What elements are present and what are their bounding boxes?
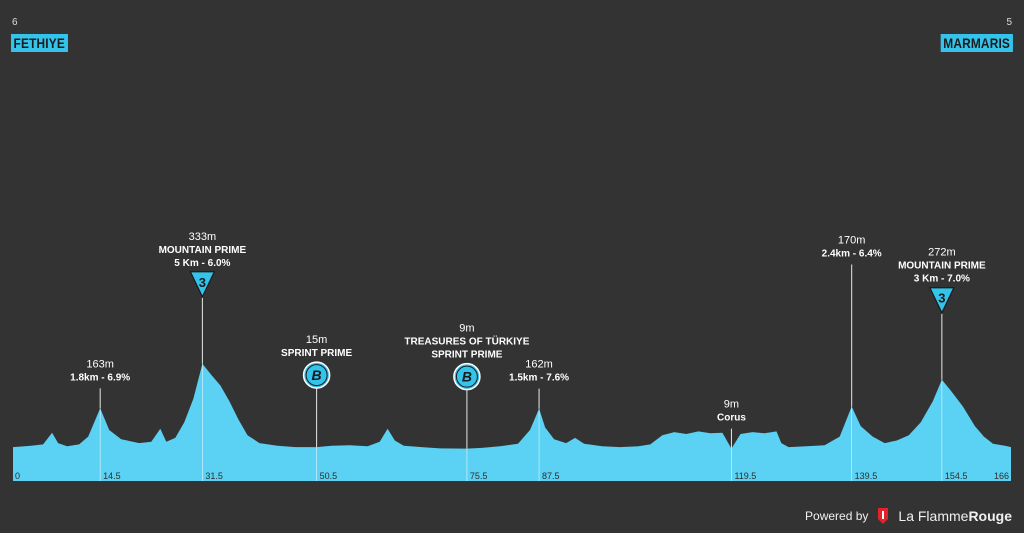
brand-name: La FlammeRouge — [898, 508, 1012, 524]
annotation-3-line-0: 9m — [459, 323, 474, 335]
kom-badge-number: 3 — [199, 275, 206, 290]
annotation-6-line-0: 170m — [838, 234, 866, 246]
x-tick-label-6: 119.5 — [734, 471, 756, 481]
la-flamme-rouge-logo-icon — [878, 508, 889, 524]
bonus-badge-icon — [302, 361, 331, 389]
annotation-1-line-2: 5 Km - 6.0% — [174, 258, 230, 269]
bonus-badge-ring — [455, 365, 478, 388]
annotation-1-line-0: 333m — [189, 231, 217, 243]
annotation-7-line-0: 272m — [928, 247, 956, 259]
brand-name-bold: Rouge — [968, 508, 1012, 524]
x-tick-label-5: 87.5 — [542, 471, 560, 481]
annotation-3-line-1: TREASURES OF TÜRKIYE — [404, 335, 529, 348]
annotation-0-line-0: 163m — [86, 358, 114, 370]
annotation-5-line-1: Corus — [717, 413, 746, 424]
x-tick-label-9: 166 — [994, 471, 1009, 481]
kom-badge-number: 3 — [938, 291, 945, 306]
finish-city-label: MARMARIS — [941, 34, 1013, 52]
powered-by-text: Powered by — [805, 509, 869, 523]
annotation-6-line-1: 2.4km - 6.4% — [822, 248, 882, 259]
annotation-3-line-2: SPRINT PRIME — [431, 350, 502, 361]
profile-area — [13, 363, 1011, 481]
start-city-label: FETHIYE — [11, 34, 68, 52]
x-tick-label-2: 31.5 — [205, 471, 223, 481]
annotation-7-line-1: MOUNTAIN PRIME — [898, 261, 986, 272]
kom-badge-icon — [928, 287, 955, 315]
annotation-4-line-0: 162m — [525, 359, 553, 371]
brand-name-light: La Flamme — [898, 508, 969, 524]
annotation-0-line-1: 1.8km - 6.9% — [70, 372, 130, 383]
x-tick-label-7: 139.5 — [855, 471, 878, 481]
bonus-badge-icon — [453, 362, 481, 391]
annotation-2-line-0: 15m — [306, 334, 327, 346]
footer-credit: Powered by La FlammeRouge — [805, 507, 1012, 525]
x-tick-label-1: 14.5 — [103, 471, 121, 481]
bonus-badge-letter: B — [462, 369, 472, 385]
bonus-badge-letter: B — [312, 367, 322, 383]
annotation-5-line-0: 9m — [724, 399, 739, 411]
finish-city-number: 5 — [1006, 17, 1012, 28]
kom-badge-icon — [189, 271, 216, 299]
annotation-1-line-1: MOUNTAIN PRIME — [159, 245, 247, 256]
annotation-2-line-1: SPRINT PRIME — [281, 348, 352, 359]
bonus-badge-ring — [305, 364, 328, 387]
x-tick-label-8: 154.5 — [945, 471, 968, 481]
x-tick-label-4: 75.5 — [470, 471, 488, 481]
x-tick-label-0: 0 — [15, 471, 20, 481]
x-tick-label-3: 50.5 — [320, 471, 338, 481]
annotation-7-line-2: 3 Km - 7.0% — [914, 274, 970, 285]
annotation-4-line-1: 1.5km - 7.6% — [509, 373, 569, 384]
start-city-number: 6 — [12, 17, 18, 28]
